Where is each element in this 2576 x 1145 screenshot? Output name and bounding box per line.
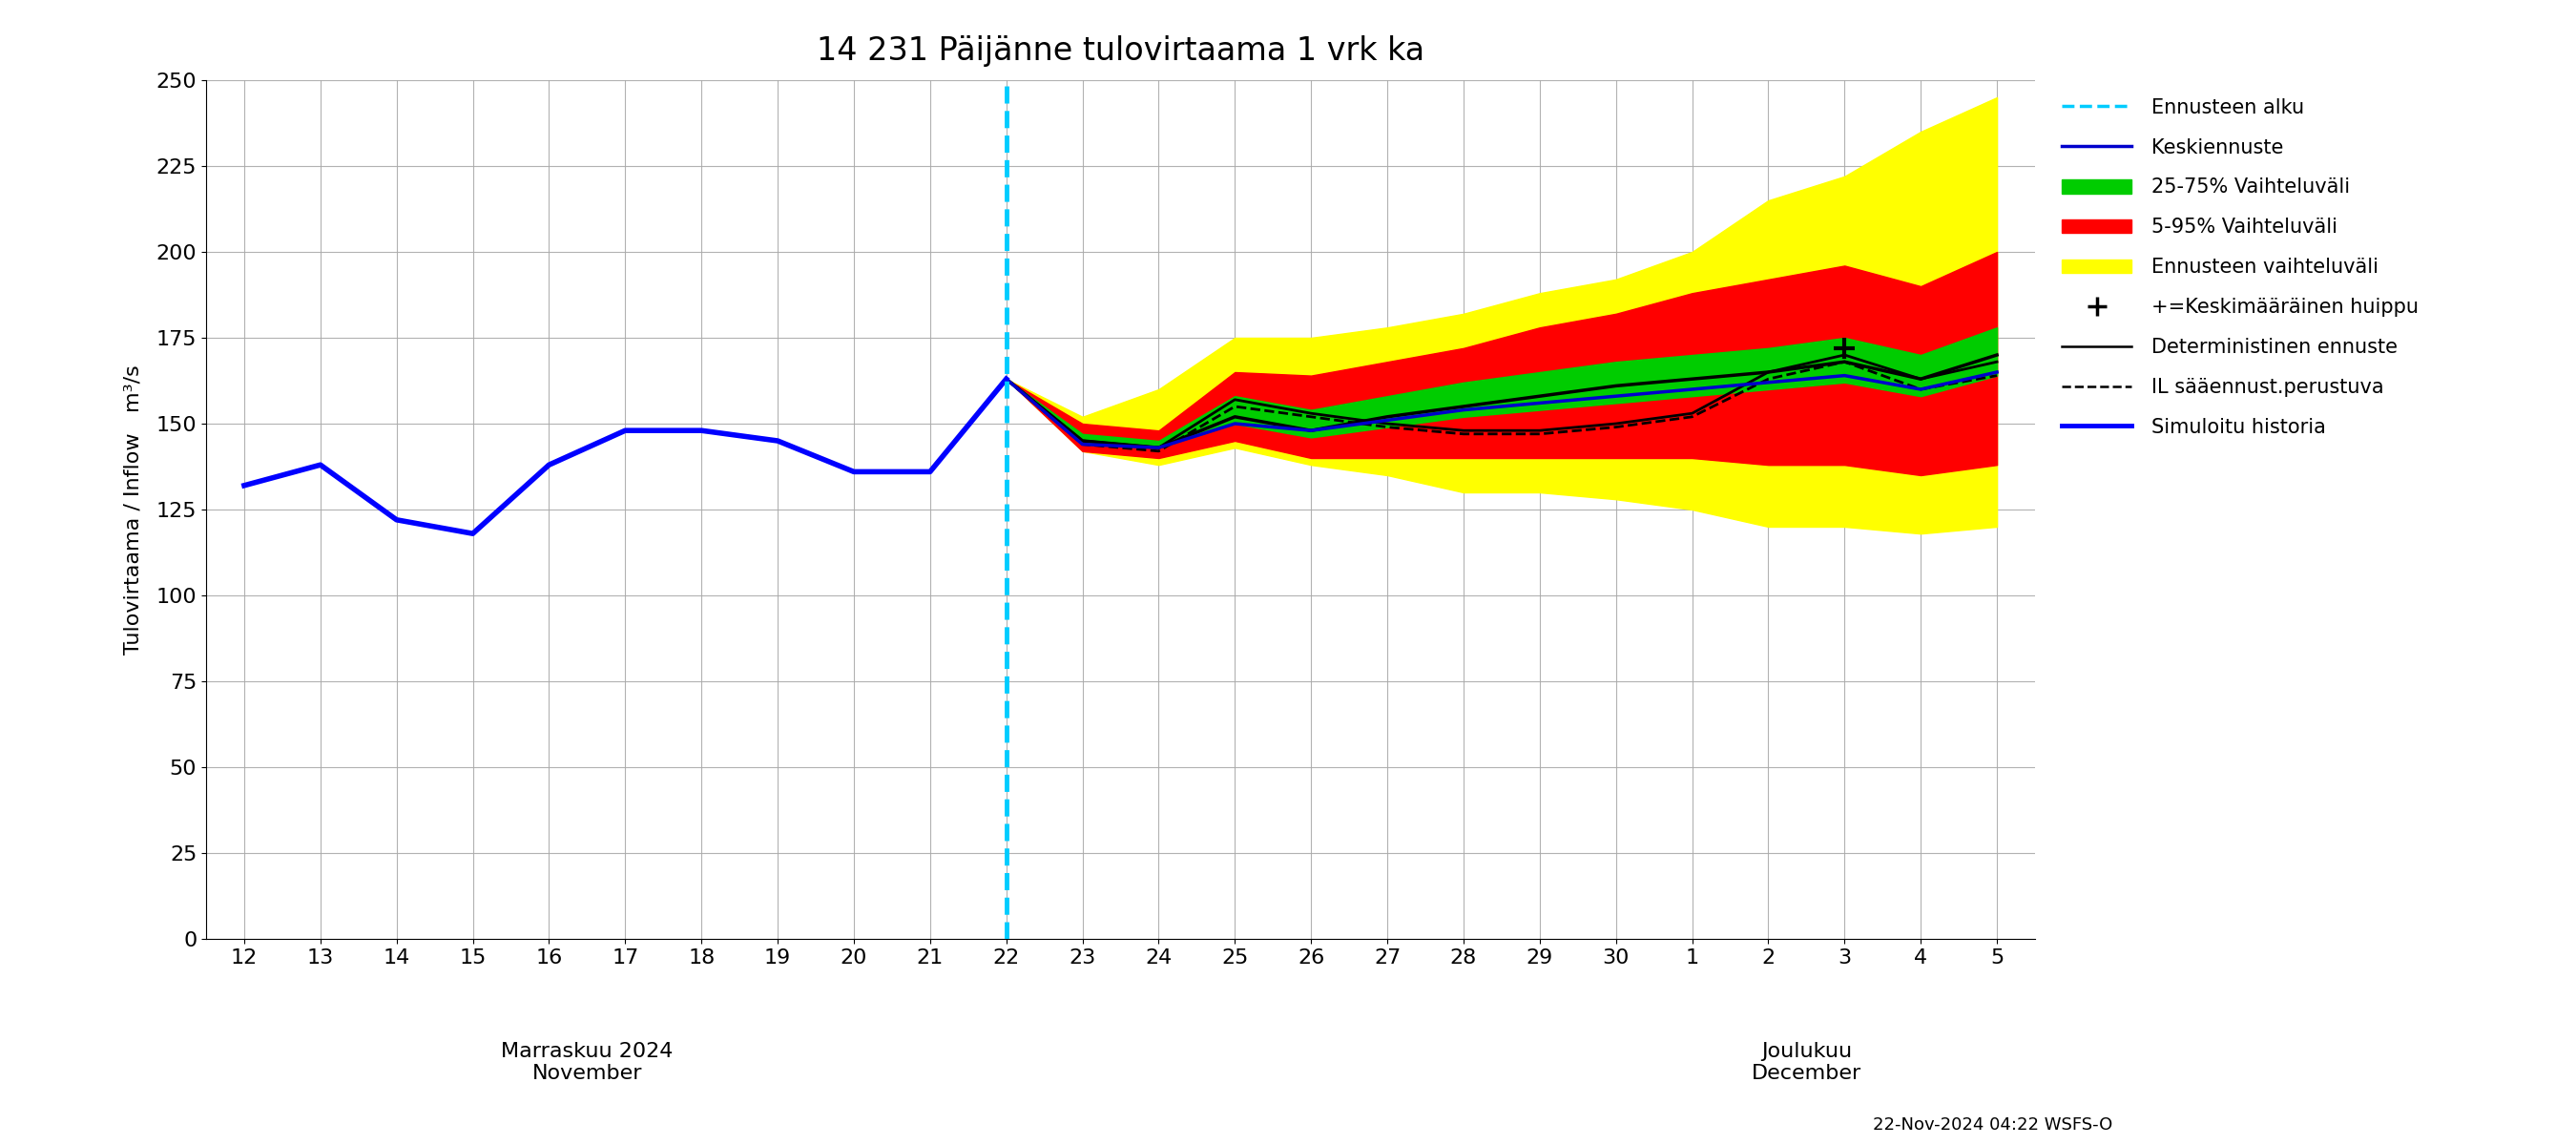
- Legend: Ennusteen alku, Keskiennuste, 25-75% Vaihteluväli, 5-95% Vaihteluväli, Ennusteen: Ennusteen alku, Keskiennuste, 25-75% Vai…: [2053, 90, 2427, 444]
- Title: 14 231 Päijänne tulovirtaama 1 vrk ka: 14 231 Päijänne tulovirtaama 1 vrk ka: [817, 35, 1425, 66]
- Y-axis label: Tulovirtaama / Inflow   m³/s: Tulovirtaama / Inflow m³/s: [124, 364, 142, 655]
- Text: Marraskuu 2024
November: Marraskuu 2024 November: [502, 1042, 672, 1083]
- Text: 22-Nov-2024 04:22 WSFS-O: 22-Nov-2024 04:22 WSFS-O: [1873, 1116, 2112, 1134]
- Text: Joulukuu
December: Joulukuu December: [1752, 1042, 1862, 1083]
